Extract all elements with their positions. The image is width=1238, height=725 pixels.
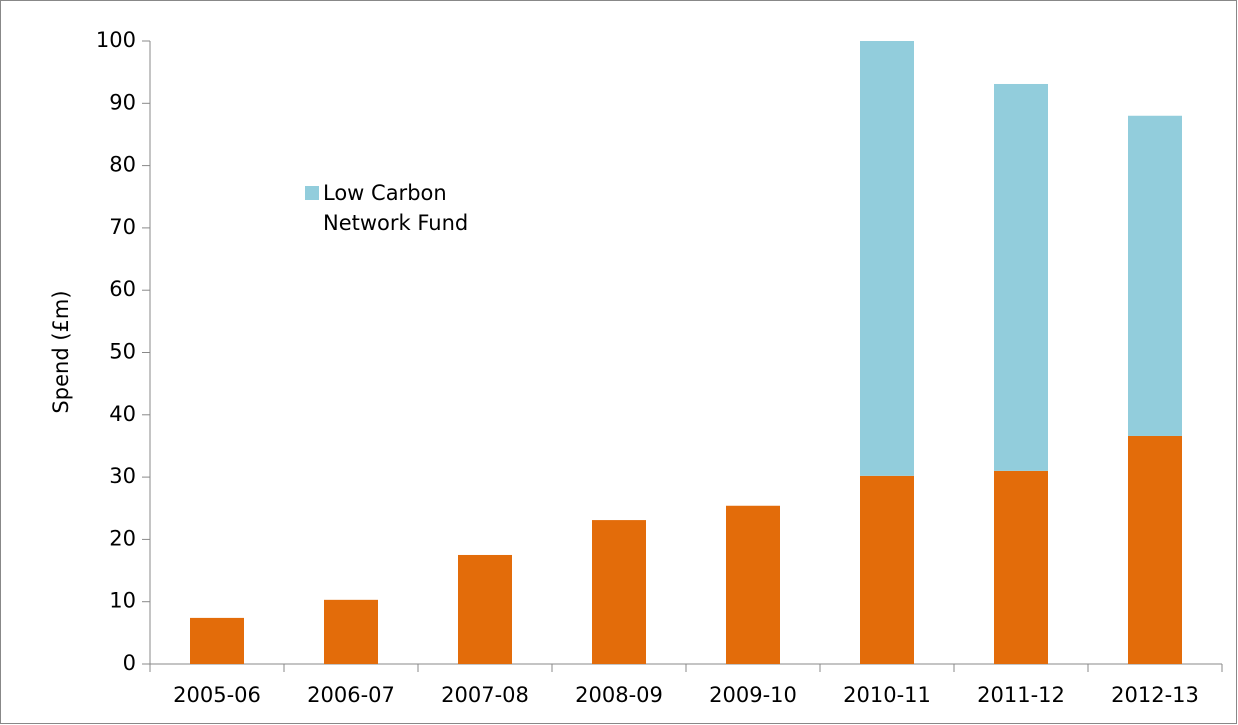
y-tick-label: 10 [109, 589, 136, 613]
x-tick-label: 2008-09 [575, 683, 663, 707]
bar-segment [324, 599, 378, 664]
bar-segment [1128, 435, 1182, 664]
x-tick-label: 2010-11 [843, 683, 931, 707]
bar-segment [458, 554, 512, 664]
y-tick-label: 100 [96, 28, 136, 52]
bar-segment [994, 470, 1048, 664]
bar-segment [860, 475, 914, 664]
bar-segment [994, 83, 1048, 471]
y-tick-label: 0 [123, 651, 136, 675]
y-tick-label: 40 [109, 402, 136, 426]
bar-segment [592, 520, 646, 664]
legend-label: Low Carbon Network Fund [323, 181, 469, 235]
y-tick-label: 30 [109, 464, 136, 488]
y-tick-label: 50 [109, 340, 136, 364]
bar-segment [860, 41, 914, 476]
y-tick-label: 70 [109, 215, 136, 239]
x-tick-label: 2009-10 [709, 683, 797, 707]
y-tick-label: 90 [109, 90, 136, 114]
bar-segment [726, 505, 780, 664]
y-tick-label: 60 [109, 277, 136, 301]
legend: Low Carbon Network Fund [305, 178, 513, 238]
y-tick-label: 80 [109, 153, 136, 177]
x-tick-label: 2005-06 [173, 683, 261, 707]
x-tick-label: 2012-13 [1111, 683, 1199, 707]
x-tick-label: 2011-12 [977, 683, 1065, 707]
legend-swatch [305, 186, 319, 200]
y-axis-label: Spend (£m) [49, 290, 73, 413]
x-tick-label: 2006-07 [307, 683, 395, 707]
bar-segment [190, 617, 244, 664]
x-tick-label: 2007-08 [441, 683, 529, 707]
bar-segment [1128, 115, 1182, 436]
y-tick-label: 20 [109, 526, 136, 550]
